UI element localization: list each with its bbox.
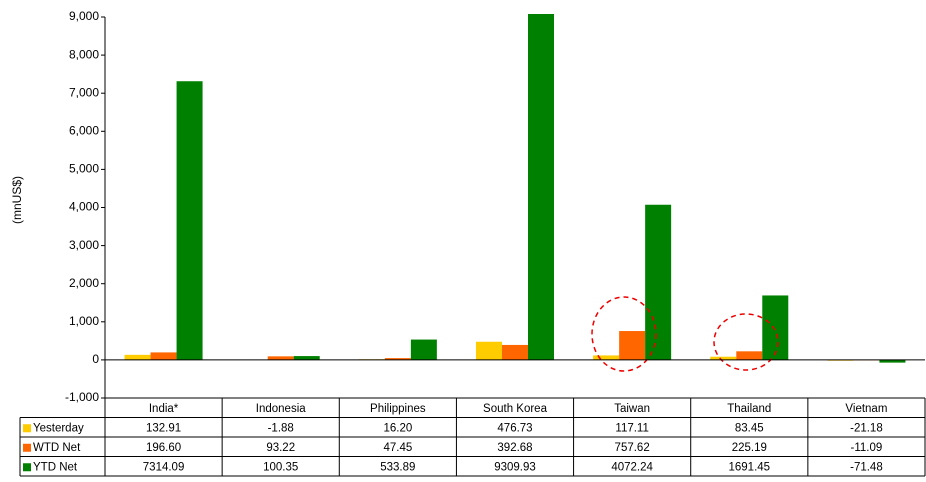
bars: [124, 14, 906, 363]
table-value: 132.91: [146, 422, 181, 434]
table-value: -11.09: [851, 442, 883, 454]
table-value: 7314.09: [143, 461, 185, 473]
table-value: -71.48: [850, 461, 883, 473]
y-tick-label: 8,000: [69, 47, 99, 61]
table-value: 476.73: [497, 422, 532, 434]
table-value: 9309.93: [494, 461, 536, 473]
legend-swatch: [23, 463, 31, 472]
bar: [619, 331, 646, 360]
y-tick-label: 2,000: [69, 276, 99, 290]
bar: [150, 352, 177, 360]
x-tick-label: Thailand: [727, 403, 771, 415]
bar: [879, 359, 906, 363]
x-tick-label: Vietnam: [845, 403, 887, 415]
bar: [476, 341, 502, 360]
legend-swatch: [23, 443, 31, 452]
table-value: 16.20: [383, 422, 412, 434]
y-tick-label: 5,000: [69, 162, 99, 176]
table-value: 100.35: [263, 461, 298, 473]
legend-swatch: [23, 424, 31, 433]
bar: [293, 356, 320, 360]
x-tick-label: Taiwan: [614, 403, 650, 415]
table-value: 93.22: [266, 442, 295, 454]
table-value: 1691.45: [728, 461, 770, 473]
bar: [528, 14, 554, 360]
bar: [384, 358, 411, 360]
y-tick-label: 9,000: [69, 9, 99, 23]
table-value: -1.88: [268, 422, 294, 434]
table-value: 225.19: [732, 442, 767, 454]
bar: [502, 344, 528, 360]
y-tick-label: -1,000: [65, 390, 99, 404]
legend-label: YTD Net: [33, 461, 78, 473]
bar: [762, 295, 789, 360]
y-tick-label: 1,000: [69, 314, 99, 328]
table-value: 757.62: [615, 442, 650, 454]
bar: [124, 354, 151, 360]
x-tick-label: Indonesia: [256, 403, 306, 415]
bar: [736, 351, 763, 360]
highlight-circle: [591, 296, 657, 372]
y-tick-label: 0: [92, 352, 99, 366]
bar: [645, 204, 672, 360]
y-tick-label: 6,000: [69, 123, 99, 137]
y-tick-label: 3,000: [69, 238, 99, 252]
legend-label: Yesterday: [33, 422, 84, 434]
bar: [410, 339, 437, 360]
x-tick-label: South Korea: [483, 403, 548, 415]
table-value: 196.60: [146, 442, 181, 454]
table-value: -21.18: [850, 422, 883, 434]
x-tick-label: Philippines: [370, 403, 426, 415]
y-tick-label: 7,000: [69, 85, 99, 99]
table-value: 533.89: [380, 461, 415, 473]
y-axis-label: (mnUS$): [10, 176, 24, 224]
x-tick-label: India*: [149, 403, 179, 415]
highlight-circle: [713, 313, 779, 371]
table-value: 47.45: [383, 442, 412, 454]
table-value: 392.68: [497, 442, 532, 454]
bar: [593, 355, 620, 360]
table-value: 117.11: [615, 422, 648, 434]
table-value: 83.45: [735, 422, 764, 434]
y-tick-label: 4,000: [69, 200, 99, 214]
legend-label: WTD Net: [33, 442, 81, 454]
table-value: 4072.24: [611, 461, 653, 473]
bar: [710, 356, 737, 360]
bar: [267, 356, 294, 360]
bar: [176, 81, 203, 360]
